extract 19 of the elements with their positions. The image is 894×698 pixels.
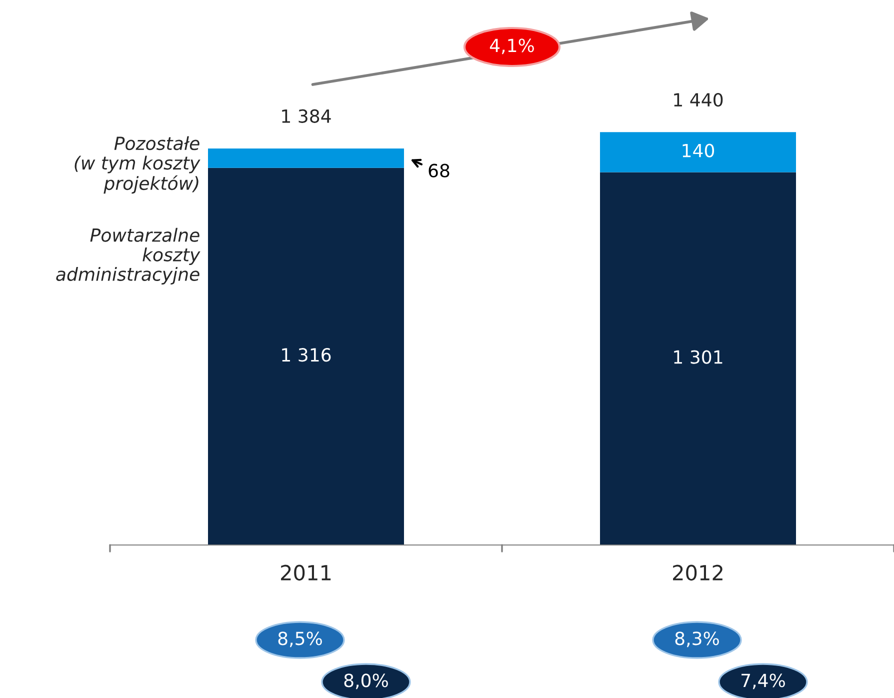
text: 8,0% [344, 674, 388, 690]
series-label: Powtarzalne koszty administracyjne [56, 228, 200, 284]
data-label: 68 [428, 164, 450, 178]
data-label: 140 [682, 144, 714, 158]
x-tick-label: 2012 [673, 564, 722, 581]
bar [600, 172, 796, 545]
data-label: 1 316 [282, 348, 331, 362]
x-tick-label: 2011 [281, 564, 331, 581]
bar [208, 168, 404, 545]
data-label: 1 301 [674, 350, 722, 364]
text: 7,4% [742, 674, 785, 690]
bar [600, 132, 796, 172]
text: 4,1% [490, 38, 534, 54]
total-label: 1 384 [282, 109, 331, 123]
text: 8,3% [675, 632, 719, 648]
text: 8,5% [278, 632, 322, 648]
series-label: Pozostałe (w tym koszty projektów) [74, 136, 200, 194]
total-label: 1 440 [674, 92, 723, 107]
bar [208, 148, 404, 168]
